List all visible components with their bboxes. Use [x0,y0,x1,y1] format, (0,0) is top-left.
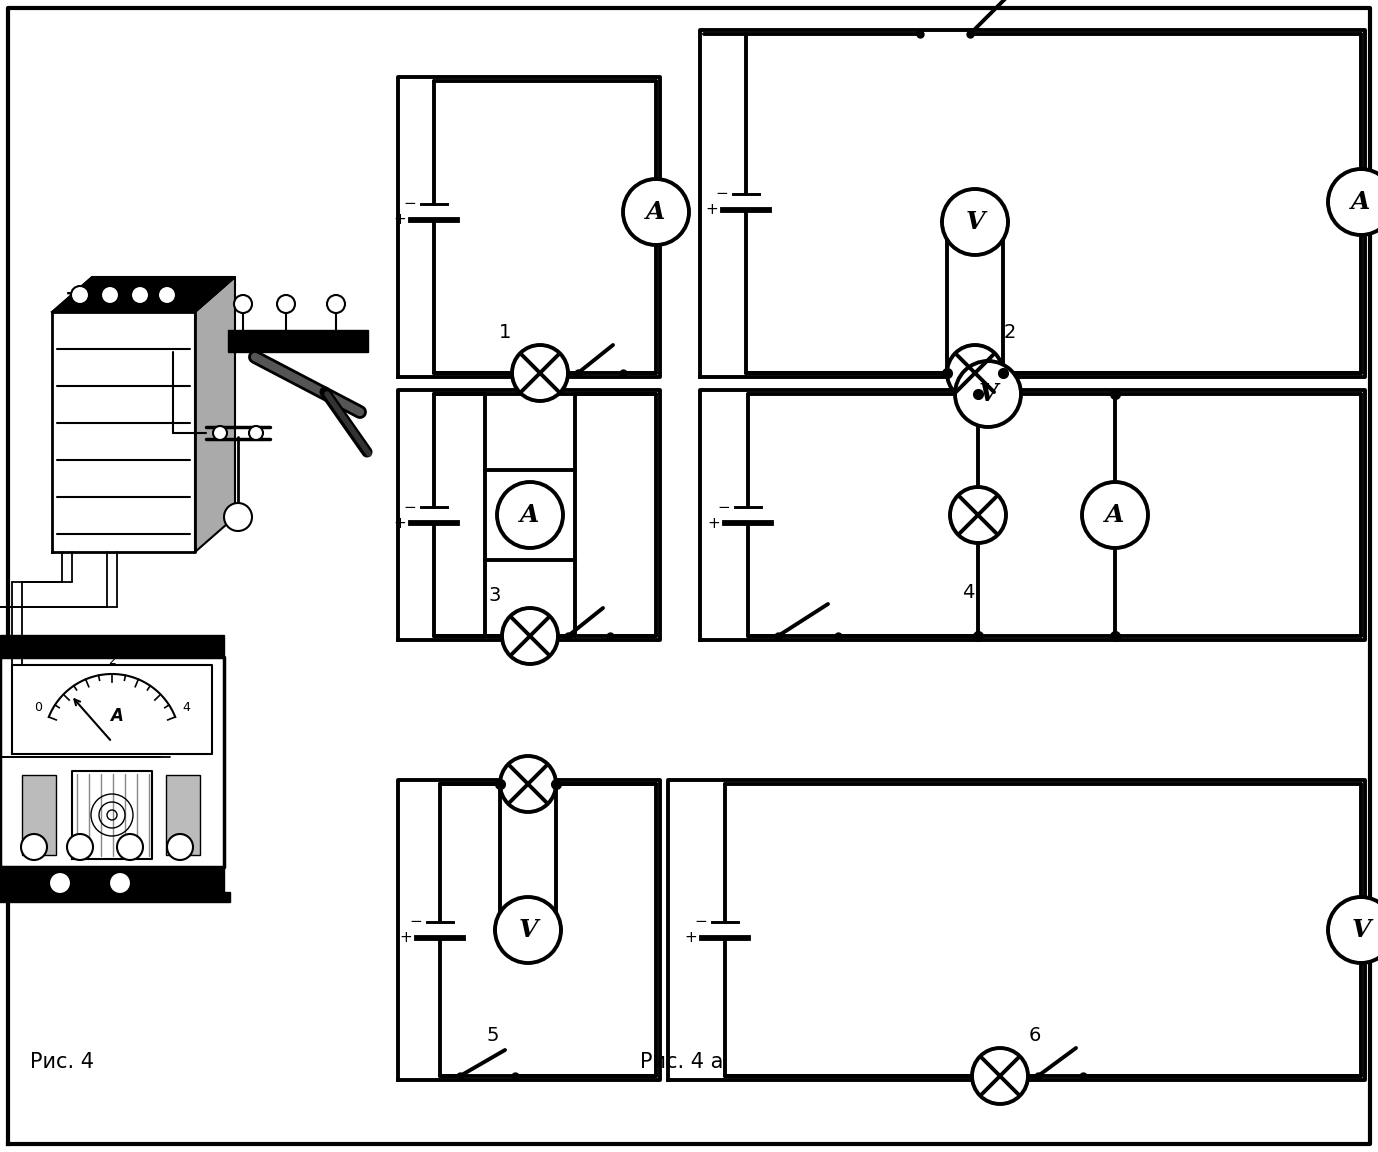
Text: −: − [404,500,416,515]
Circle shape [495,897,561,963]
Circle shape [234,295,252,313]
Polygon shape [0,892,230,902]
Text: V: V [1352,918,1371,942]
Circle shape [497,482,564,548]
Text: 2: 2 [107,653,116,667]
Polygon shape [0,657,225,867]
Polygon shape [52,312,196,552]
Text: V: V [518,918,537,942]
Bar [165,775,200,855]
Circle shape [502,608,558,664]
Text: −: − [409,915,422,930]
Circle shape [500,756,555,812]
Polygon shape [72,771,152,859]
Circle shape [101,286,119,304]
Circle shape [327,295,344,313]
Text: +: + [400,931,412,946]
Circle shape [943,189,1007,255]
Circle shape [971,1048,1028,1104]
Text: +: + [114,282,134,306]
Polygon shape [0,867,225,892]
Circle shape [949,487,1006,543]
Circle shape [167,834,193,861]
Polygon shape [12,665,212,755]
Text: 3: 3 [489,586,502,605]
Text: +: + [393,515,407,531]
Text: −: − [718,500,730,515]
Circle shape [21,834,47,861]
Circle shape [72,286,90,304]
Text: 1: 1 [499,323,511,342]
Text: A: A [646,200,666,223]
Polygon shape [52,276,236,312]
Text: A: A [521,503,540,526]
Text: +: + [707,515,719,531]
Circle shape [158,286,176,304]
Circle shape [277,295,295,313]
Text: A: A [110,707,124,725]
Circle shape [1328,169,1378,235]
Text: 4: 4 [182,700,190,713]
Circle shape [1328,897,1378,963]
Polygon shape [0,635,225,657]
Circle shape [249,426,263,440]
Circle shape [225,503,252,531]
Circle shape [955,361,1021,427]
Bar [22,775,56,855]
Circle shape [214,426,227,440]
Text: +: + [393,212,407,227]
Text: 4: 4 [962,583,974,602]
Circle shape [1082,482,1148,548]
Text: −: − [404,197,416,212]
Text: 0: 0 [34,700,41,713]
Circle shape [68,834,92,861]
Circle shape [50,872,72,894]
Circle shape [109,872,131,894]
Text: +: + [706,203,718,218]
Circle shape [131,286,149,304]
Circle shape [623,179,689,245]
Circle shape [117,834,143,861]
Text: +: + [685,931,697,946]
Text: 5: 5 [486,1026,499,1045]
Polygon shape [227,329,368,353]
Text: 6: 6 [1029,1026,1042,1045]
Text: A: A [1105,503,1124,526]
Text: −: − [695,915,707,930]
Text: Рис. 4: Рис. 4 [30,1052,94,1073]
Text: V: V [966,210,985,234]
Text: Рис. 4 а: Рис. 4 а [639,1052,723,1073]
Circle shape [947,344,1003,401]
Text: A: A [1352,190,1371,214]
Text: 2: 2 [1003,323,1016,342]
Text: −: − [65,285,83,304]
Text: V: V [978,382,998,406]
Circle shape [513,344,568,401]
Text: −: − [715,187,728,202]
Polygon shape [196,276,236,552]
